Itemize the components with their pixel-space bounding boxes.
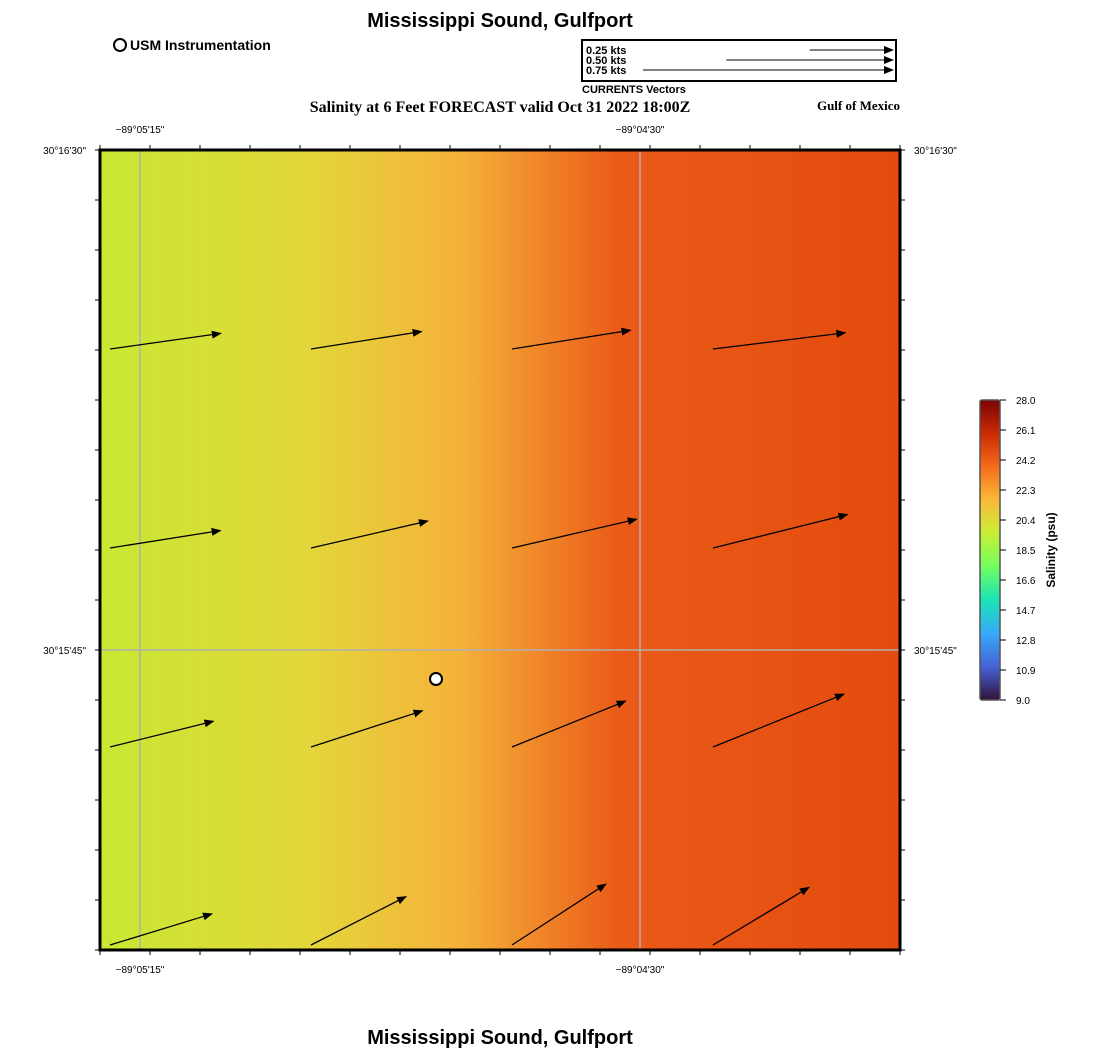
lon-tick-label-bottom: −89°04'30" xyxy=(616,965,665,976)
current-vector xyxy=(712,886,810,946)
lat-tick-label-left: 30°15'45" xyxy=(43,646,86,657)
current-vector xyxy=(712,512,849,549)
colorbar-tick-label: 20.4 xyxy=(1016,516,1036,527)
current-vector xyxy=(511,517,638,549)
current-vector xyxy=(511,883,607,946)
vector-legend-caption: CURRENTS Vectors xyxy=(582,84,686,96)
legend-vector-label-2: 0.75 kts xyxy=(586,65,626,77)
current-vector xyxy=(109,330,222,350)
station-marker xyxy=(429,672,443,686)
legend-vector-label-1: 0.50 kts xyxy=(586,55,626,67)
current-vector xyxy=(310,709,424,748)
current-vector xyxy=(310,895,407,946)
current-vector xyxy=(712,329,847,350)
salinity-field xyxy=(100,150,900,950)
lon-tick-label-top: −89°05'15" xyxy=(116,125,165,136)
legend-vector-label-0: 0.25 kts xyxy=(586,45,626,57)
colorbar-tick-label: 10.9 xyxy=(1016,666,1036,677)
current-vector xyxy=(511,327,632,350)
colorbar-tick-label: 28.0 xyxy=(1016,396,1036,407)
footer-title: Mississippi Sound, Gulfport xyxy=(367,1027,633,1049)
current-vector xyxy=(511,700,627,748)
colorbar-tick-label: 9.0 xyxy=(1016,696,1030,707)
colorbar-tick-label: 12.8 xyxy=(1016,636,1036,647)
current-vector xyxy=(109,719,215,748)
lat-tick-label-left: 30°16'30" xyxy=(43,146,86,157)
colorbar-tick-label: 18.5 xyxy=(1016,546,1036,557)
current-vector xyxy=(712,693,845,748)
colorbar-tick-label: 16.6 xyxy=(1016,576,1036,587)
current-vector xyxy=(310,328,423,350)
map-subtitle: Salinity at 6 Feet FORECAST valid Oct 31… xyxy=(309,99,691,116)
colorbar-tick-label: 22.3 xyxy=(1016,486,1036,497)
colorbar xyxy=(979,399,1001,701)
current-vector xyxy=(109,527,222,549)
colorbar-tick-label: 14.7 xyxy=(1016,606,1036,617)
lat-tick-label-right: 30°15'45" xyxy=(914,646,957,657)
colorbar-tick-label: 26.1 xyxy=(1016,426,1036,437)
lat-tick-label-right: 30°16'30" xyxy=(914,146,957,157)
page-title: Mississippi Sound, Gulfport xyxy=(367,10,633,32)
lon-tick-label-top: −89°04'30" xyxy=(616,125,665,136)
lon-tick-label-bottom: −89°05'15" xyxy=(116,965,165,976)
colorbar-title: Salinity (psu) xyxy=(1044,512,1058,587)
instrument-legend: USM Instrumentation xyxy=(113,37,271,53)
colorbar-tick-label: 24.2 xyxy=(1016,456,1036,467)
instrument-legend-label: USM Instrumentation xyxy=(130,37,271,53)
station-circle-icon xyxy=(113,38,127,52)
region-label: Gulf of Mexico xyxy=(816,98,900,113)
current-vector xyxy=(310,519,429,549)
current-vector xyxy=(109,912,213,946)
